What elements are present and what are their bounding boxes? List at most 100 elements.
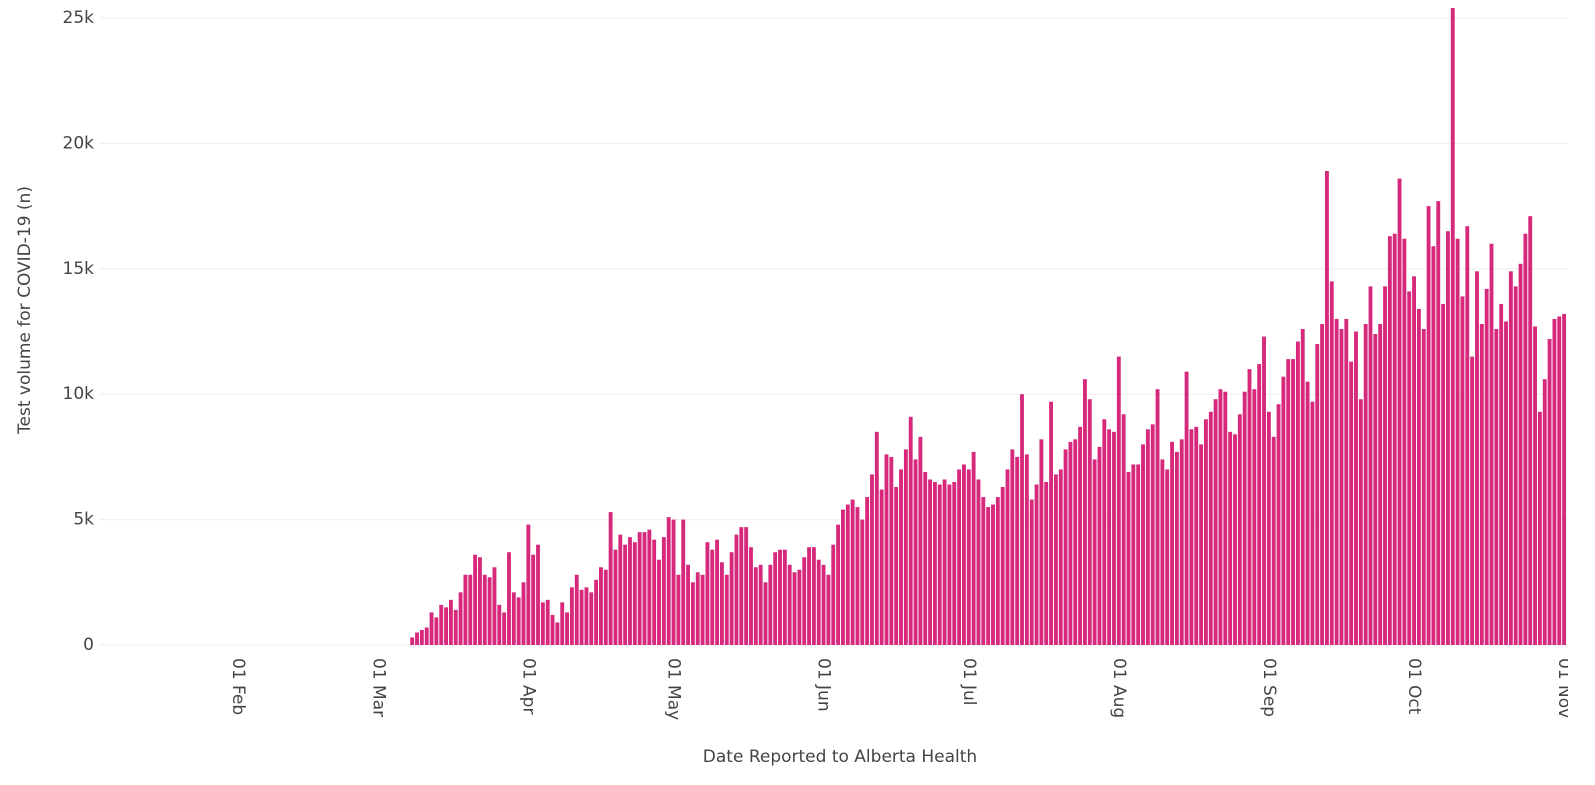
bar bbox=[889, 456, 894, 645]
bar bbox=[1141, 444, 1145, 645]
bar bbox=[1426, 206, 1431, 645]
bar bbox=[1208, 411, 1213, 645]
bar bbox=[763, 582, 768, 645]
bar bbox=[836, 524, 841, 645]
bar bbox=[473, 554, 478, 645]
bar bbox=[1479, 323, 1484, 645]
bar bbox=[560, 602, 565, 645]
bar bbox=[903, 449, 908, 645]
bar bbox=[1305, 381, 1310, 645]
bar bbox=[874, 431, 879, 645]
bar bbox=[845, 504, 850, 645]
y-tick-label: 20k bbox=[63, 133, 95, 153]
bar bbox=[1204, 419, 1208, 645]
bar bbox=[1189, 429, 1194, 645]
bar bbox=[1092, 459, 1097, 645]
bar bbox=[1039, 439, 1044, 645]
bar bbox=[744, 527, 749, 645]
x-tick-label: 01 Oct bbox=[1404, 658, 1424, 715]
bar bbox=[1010, 449, 1015, 645]
bar bbox=[991, 504, 995, 645]
bar bbox=[1199, 444, 1204, 645]
bar bbox=[715, 539, 720, 645]
bar bbox=[1412, 276, 1416, 645]
bar bbox=[1276, 404, 1281, 645]
bar bbox=[720, 562, 724, 645]
bar bbox=[652, 539, 657, 645]
bar bbox=[831, 544, 836, 645]
bar bbox=[579, 589, 584, 645]
x-tick-label: 01 Feb bbox=[228, 658, 248, 715]
bar bbox=[1116, 356, 1121, 645]
bar bbox=[1150, 424, 1155, 645]
bar bbox=[749, 547, 753, 645]
bar bbox=[821, 564, 826, 645]
bar bbox=[1295, 341, 1300, 645]
bar bbox=[962, 464, 966, 645]
bar bbox=[1068, 441, 1073, 645]
bar bbox=[594, 579, 599, 645]
bar bbox=[1552, 318, 1557, 645]
bar bbox=[1537, 411, 1542, 645]
bar bbox=[1097, 446, 1102, 645]
bar bbox=[507, 552, 511, 645]
bar bbox=[942, 479, 947, 645]
bar bbox=[792, 572, 797, 645]
y-tick-label: 25k bbox=[63, 8, 95, 28]
bar bbox=[739, 527, 744, 645]
bar bbox=[1557, 316, 1562, 645]
bar bbox=[589, 592, 594, 645]
bar bbox=[623, 544, 628, 645]
bar bbox=[778, 549, 782, 645]
bar bbox=[1170, 441, 1174, 645]
bar bbox=[1223, 391, 1228, 645]
bar bbox=[1252, 389, 1257, 645]
bar bbox=[705, 542, 710, 645]
bar bbox=[1392, 233, 1397, 645]
bar bbox=[1339, 329, 1344, 645]
bar bbox=[550, 614, 555, 645]
bar bbox=[1562, 313, 1567, 645]
bar bbox=[1053, 474, 1058, 645]
bar bbox=[1020, 394, 1024, 645]
bar bbox=[865, 497, 870, 645]
bar bbox=[841, 509, 845, 645]
bar bbox=[1131, 464, 1136, 645]
bar bbox=[482, 574, 487, 645]
bar bbox=[1518, 263, 1523, 645]
x-tick-label: 01 Jul bbox=[959, 658, 979, 706]
bar bbox=[666, 517, 671, 645]
bar bbox=[1165, 469, 1170, 645]
bar bbox=[415, 632, 419, 645]
bar bbox=[879, 489, 884, 645]
bar bbox=[1363, 323, 1368, 645]
bar bbox=[1504, 321, 1508, 645]
y-tick-label: 10k bbox=[63, 384, 95, 404]
x-tick-label: 01 Aug bbox=[1109, 658, 1129, 718]
bar bbox=[1450, 8, 1455, 645]
bar bbox=[816, 559, 821, 645]
bar bbox=[444, 607, 448, 645]
x-tick-label: 01 Apr bbox=[518, 658, 538, 714]
bar bbox=[453, 609, 458, 645]
bar bbox=[1049, 401, 1053, 645]
bar bbox=[884, 454, 889, 645]
bar bbox=[657, 559, 661, 645]
bar bbox=[1126, 471, 1131, 645]
bar bbox=[850, 499, 855, 645]
x-tick-label: 01 Jun bbox=[814, 658, 834, 712]
bar bbox=[1329, 281, 1334, 645]
bar bbox=[937, 484, 942, 645]
bar bbox=[1286, 359, 1291, 645]
bar bbox=[724, 574, 729, 645]
bar bbox=[478, 557, 482, 645]
bar bbox=[1470, 356, 1475, 645]
bar bbox=[1533, 326, 1537, 645]
bar bbox=[424, 627, 429, 645]
bar bbox=[647, 529, 652, 645]
bar bbox=[1194, 426, 1199, 645]
bar bbox=[1291, 359, 1295, 645]
bar bbox=[642, 532, 647, 645]
bar bbox=[410, 637, 415, 645]
